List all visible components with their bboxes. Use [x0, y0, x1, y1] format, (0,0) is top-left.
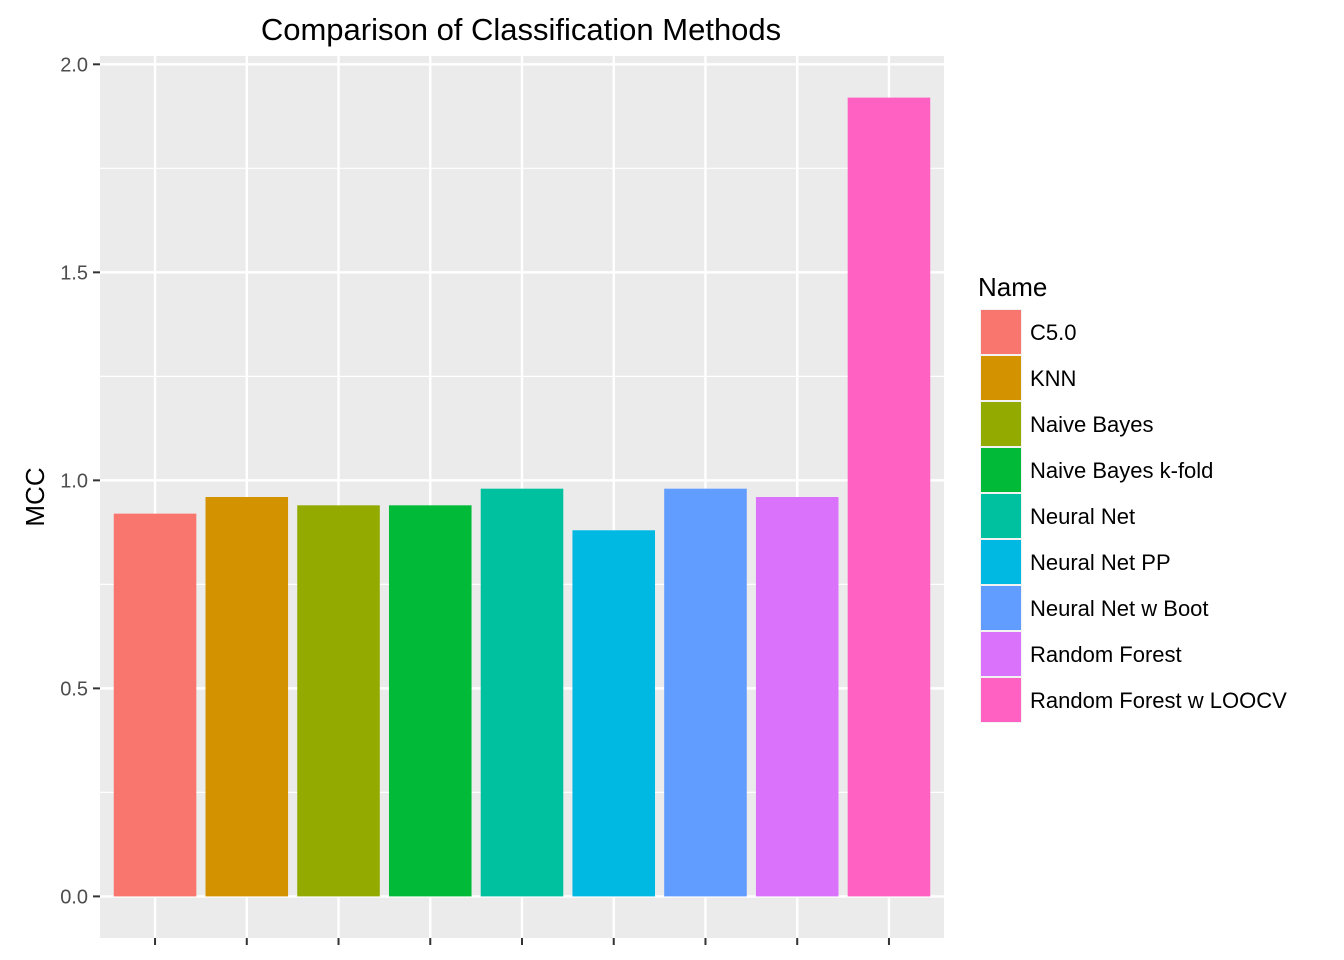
y-tick-label: 2.0: [60, 54, 88, 76]
legend-swatch: [981, 586, 1021, 630]
legend-label: KNN: [1030, 366, 1076, 391]
legend-label: Naive Bayes k-fold: [1030, 458, 1213, 483]
bar-c5-0: [113, 513, 197, 897]
y-tick-label: 1.5: [60, 262, 88, 284]
bar-naive-bayes-k-fold: [388, 505, 472, 897]
bar-neural-net-pp: [572, 530, 656, 897]
legend-label: Neural Net w Boot: [1030, 596, 1209, 621]
legend-swatch: [981, 632, 1021, 676]
y-axis: 0.0 0.5 1.0 1.5 2.0: [60, 54, 100, 908]
bar-knn: [205, 497, 289, 897]
legend-swatch: [981, 310, 1021, 354]
bar-naive-bayes: [297, 505, 380, 897]
legend-swatch: [981, 356, 1021, 400]
legend-swatch: [981, 402, 1021, 446]
legend-label: Random Forest: [1030, 642, 1182, 667]
x-axis: [154, 938, 890, 945]
legend-label: Naive Bayes: [1030, 412, 1154, 437]
y-tick-label: 1.0: [60, 470, 88, 492]
legend-label: Neural Net: [1030, 504, 1135, 529]
y-tick-label: 0.0: [60, 886, 88, 908]
legend-swatch: [981, 540, 1021, 584]
legend-label: C5.0: [1030, 320, 1076, 345]
bar-random-forest-w-loocv: [847, 97, 931, 897]
y-tick-label: 0.5: [60, 678, 88, 700]
legend-label: Neural Net PP: [1030, 550, 1171, 575]
legend-swatch: [981, 448, 1021, 492]
y-axis-title: MCC: [20, 467, 50, 526]
chart-title: Comparison of Classification Methods: [261, 12, 781, 47]
bar-neural-net-w-boot: [664, 488, 747, 897]
legend: Name C5.0 KNN Naive Bayes Naive Bayes k-fol…: [978, 272, 1287, 723]
bars: [113, 97, 931, 897]
legend-label: Random Forest w LOOCV: [1030, 688, 1287, 713]
bar-random-forest: [755, 497, 839, 897]
bar-neural-net: [480, 488, 564, 897]
legend-swatch: [981, 494, 1021, 538]
legend-title: Name: [978, 272, 1047, 302]
legend-items: C5.0 KNN Naive Bayes Naive Bayes k-fold Neur…: [980, 309, 1287, 723]
legend-swatch: [981, 678, 1021, 722]
